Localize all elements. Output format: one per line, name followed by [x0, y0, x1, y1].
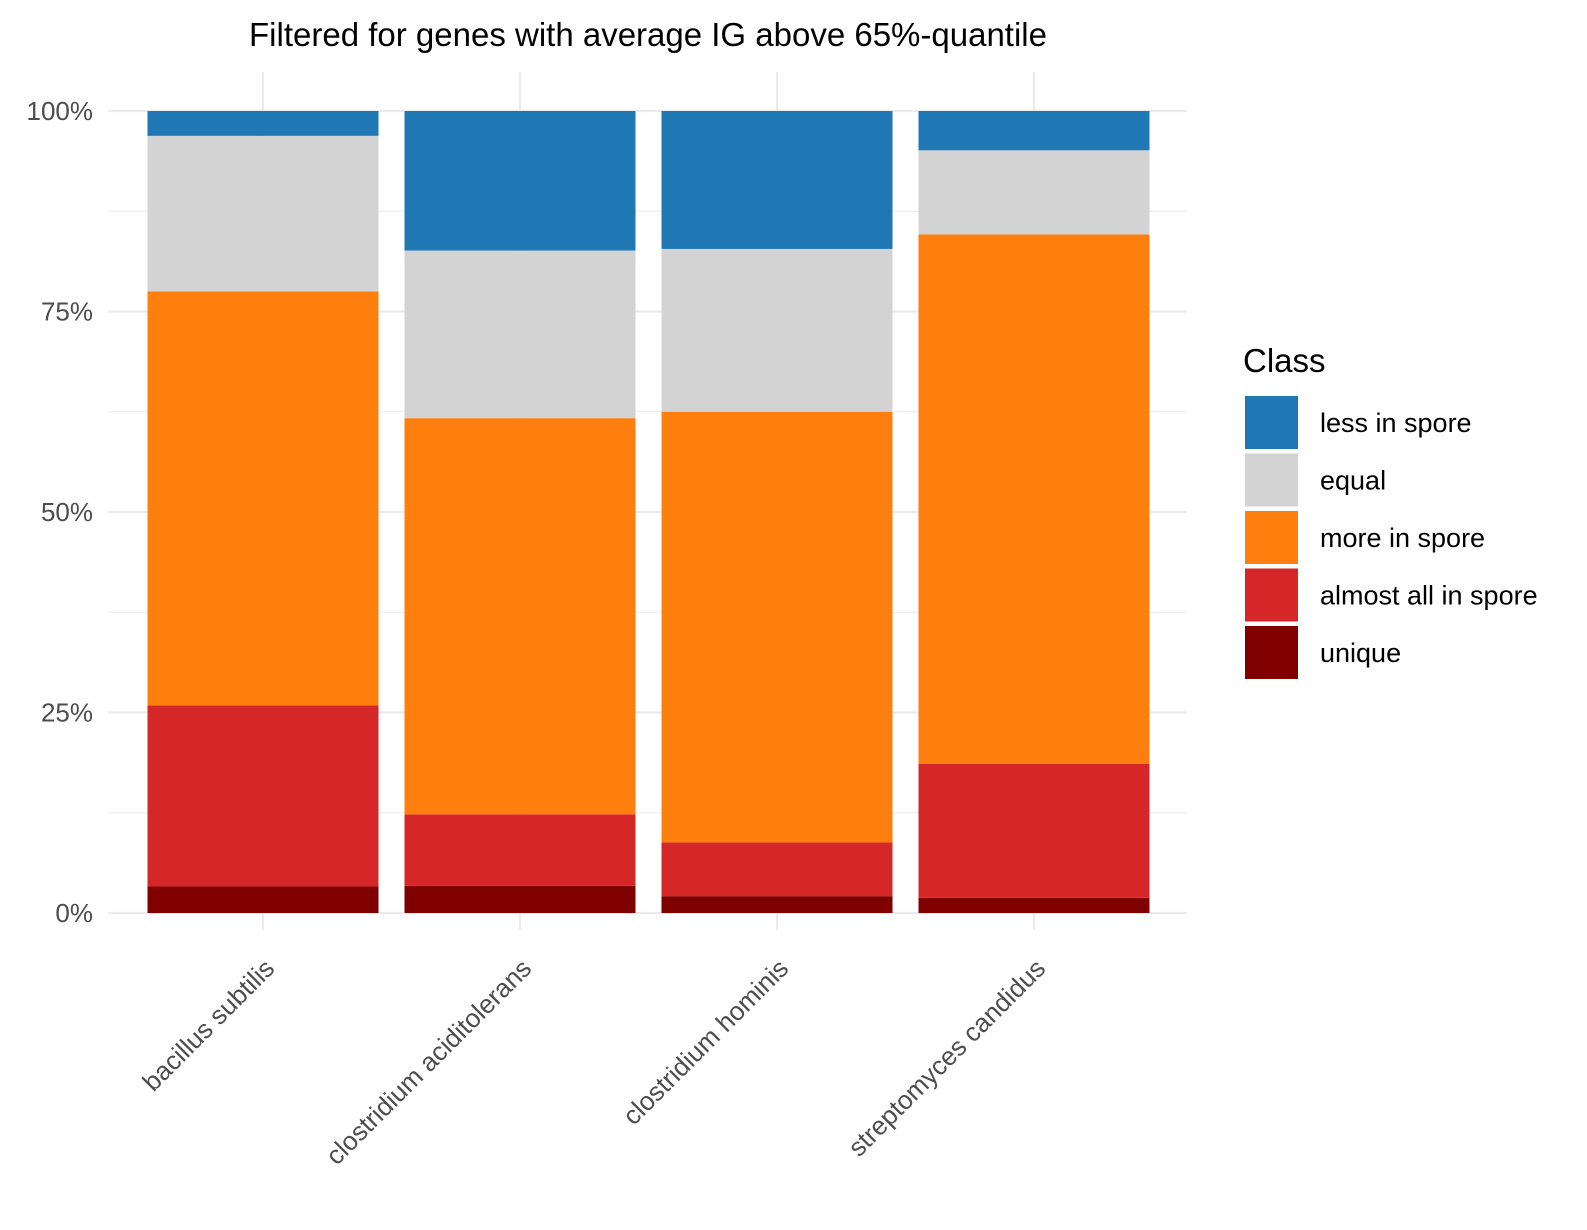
y-tick-label: 0%	[55, 898, 93, 928]
bar-segment-streptomyces-candidus-more-in-spore	[918, 234, 1150, 764]
x-tick-label: clostridium aciditolerans	[320, 953, 537, 1170]
bar-segment-bacillus-subtilis-almost-all-in-spore	[147, 705, 379, 887]
bar-segment-clostridium-aciditolerans-equal	[404, 250, 636, 419]
bar-segment-clostridium-hominis-unique	[661, 896, 893, 913]
bar-segment-clostridium-hominis-more-in-spore	[661, 411, 893, 843]
x-tick-label: bacillus subtilis	[136, 953, 280, 1097]
legend-label-unique: unique	[1320, 638, 1401, 668]
bar-segment-streptomyces-candidus-equal	[918, 150, 1150, 235]
bars	[147, 111, 1150, 913]
legend-label-almost-all-in-spore: almost all in spore	[1320, 581, 1538, 611]
y-axis: 0% 25% 50% 75% 100%	[27, 96, 94, 928]
bar-segment-clostridium-hominis-equal	[661, 248, 893, 412]
x-axis: bacillus subtilis clostridium aciditolera…	[136, 953, 1051, 1170]
y-tick-label: 25%	[41, 698, 93, 728]
legend-swatch-unique	[1245, 626, 1298, 679]
bar-segment-streptomyces-candidus-unique	[918, 897, 1150, 913]
bar-segment-clostridium-hominis-almost-all-in-spore	[661, 842, 893, 897]
y-tick-label: 75%	[41, 297, 93, 327]
bar-segment-streptomyces-candidus-less-in-spore	[918, 111, 1150, 151]
y-tick-label: 50%	[41, 497, 93, 527]
chart-title: Filtered for genes with average IG above…	[249, 16, 1047, 53]
bar-segment-clostridium-aciditolerans-more-in-spore	[404, 418, 636, 815]
legend-label-more-in-spore: more in spore	[1320, 523, 1485, 553]
bar-segment-bacillus-subtilis-equal	[147, 135, 379, 292]
bar-segment-streptomyces-candidus-almost-all-in-spore	[918, 763, 1150, 898]
bar-segment-clostridium-hominis-less-in-spore	[661, 111, 893, 249]
legend-swatch-more-in-spore	[1245, 511, 1298, 564]
legend-swatch-less-in-spore	[1245, 396, 1298, 449]
bar-segment-bacillus-subtilis-less-in-spore	[147, 111, 379, 136]
x-tick-label: clostridium hominis	[617, 953, 795, 1131]
legend-title: Class	[1243, 342, 1326, 379]
legend-label-equal: equal	[1320, 466, 1386, 496]
legend-label-less-in-spore: less in spore	[1320, 408, 1472, 438]
legend-swatch-equal	[1245, 453, 1298, 507]
bar-segment-clostridium-aciditolerans-unique	[404, 885, 636, 913]
bar-segment-clostridium-aciditolerans-almost-all-in-spore	[404, 814, 636, 886]
bar-segment-clostridium-aciditolerans-less-in-spore	[404, 111, 636, 251]
bar-segment-bacillus-subtilis-more-in-spore	[147, 291, 379, 706]
x-tick-label: streptomyces candidus	[842, 953, 1051, 1162]
y-tick-label: 100%	[27, 96, 94, 126]
bar-segment-bacillus-subtilis-unique	[147, 886, 379, 913]
legend: Class less in spore equal more in spore alm…	[1243, 342, 1538, 679]
legend-swatch-almost-all-in-spore	[1245, 568, 1298, 622]
